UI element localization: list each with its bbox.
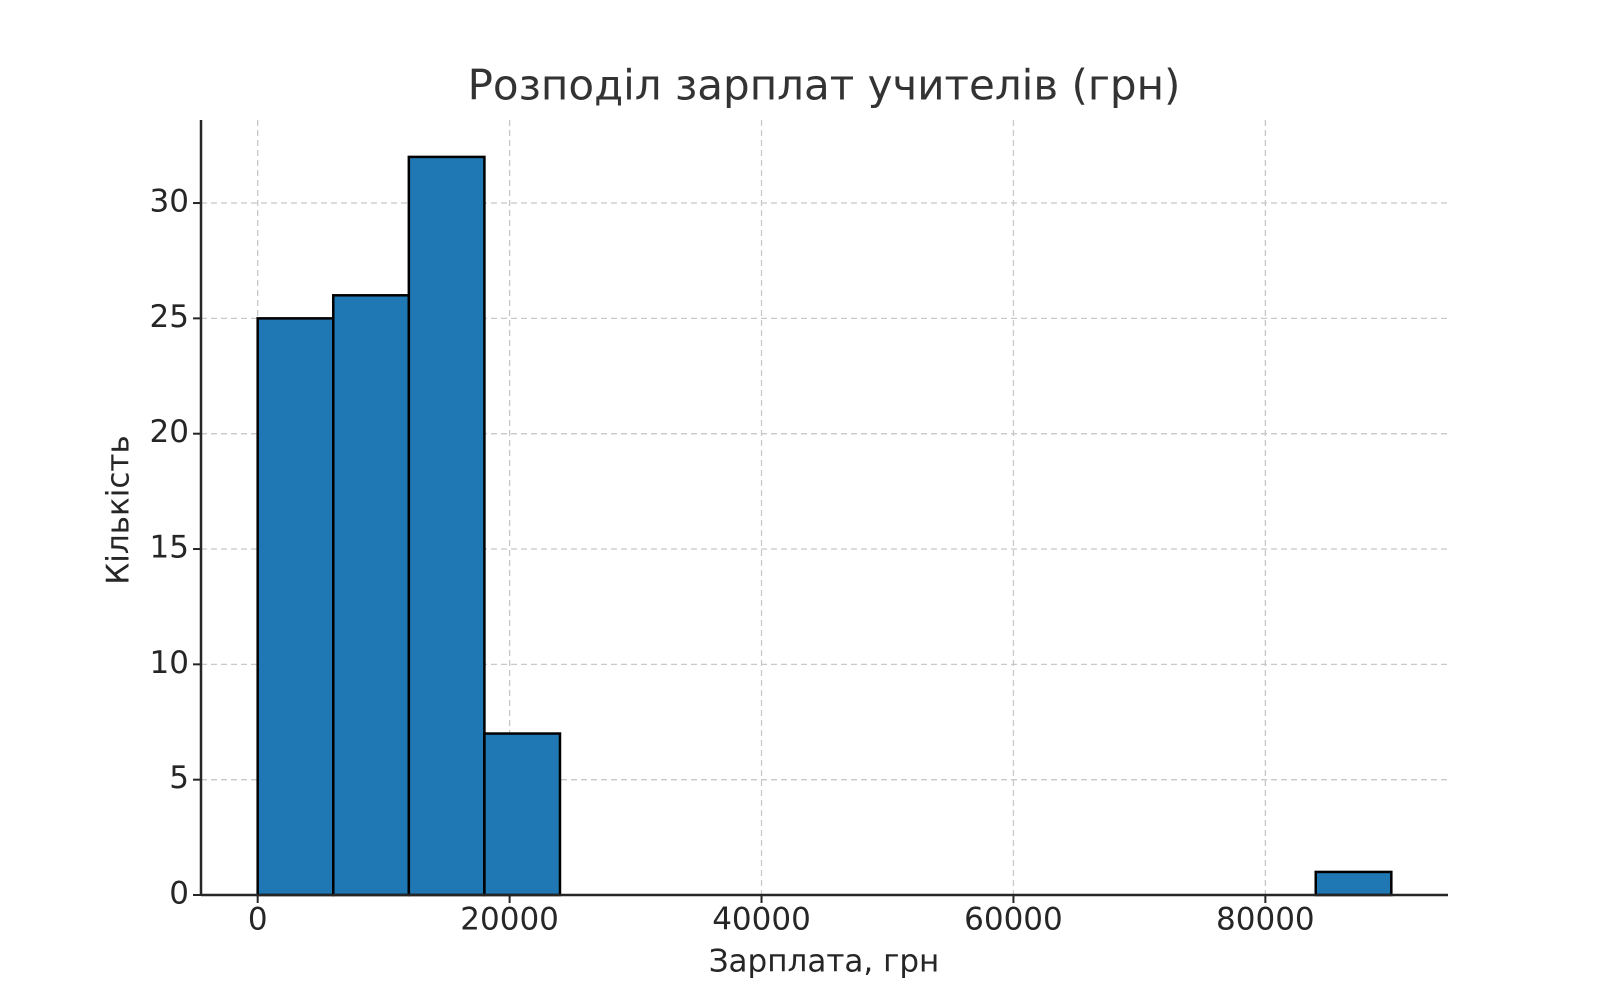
chart-title: Розподіл зарплат учителів (грн) bbox=[468, 61, 1181, 110]
y-tick-label: 25 bbox=[150, 299, 189, 335]
bar bbox=[332, 294, 411, 897]
y-tick-label: 20 bbox=[150, 414, 189, 450]
y-axis-label: Кількість bbox=[101, 435, 137, 584]
x-tick-label: 20000 bbox=[460, 902, 559, 938]
bar bbox=[256, 317, 335, 897]
x-tick-label: 60000 bbox=[964, 902, 1063, 938]
y-tick-label: 15 bbox=[150, 530, 189, 566]
x-tick-label: 80000 bbox=[1216, 902, 1315, 938]
y-tick-label: 0 bbox=[169, 876, 189, 912]
y-tick-label: 5 bbox=[169, 760, 189, 796]
x-tick-label: 40000 bbox=[712, 902, 811, 938]
x-tick-label: 0 bbox=[248, 902, 268, 938]
y-tick-label: 10 bbox=[150, 645, 189, 681]
bar bbox=[483, 732, 562, 897]
x-axis-label: Зарплата, грн bbox=[709, 944, 940, 980]
bar bbox=[1314, 870, 1393, 897]
y-tick-label: 30 bbox=[150, 184, 189, 220]
bar bbox=[407, 155, 486, 897]
